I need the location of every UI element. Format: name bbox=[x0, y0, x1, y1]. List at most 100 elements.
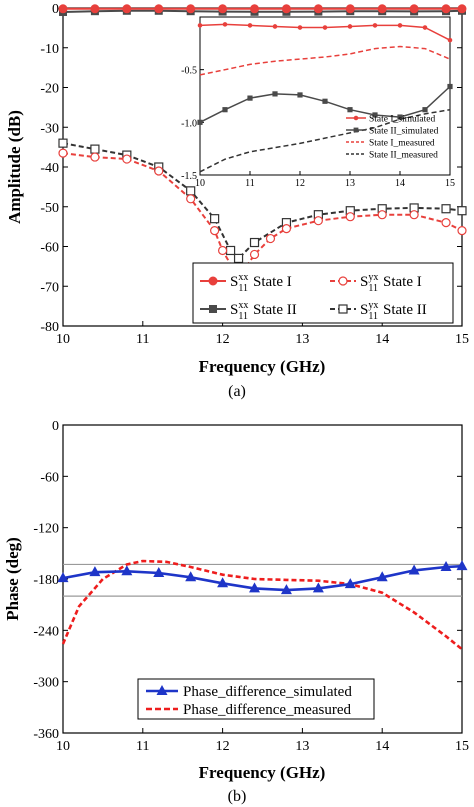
phase-series-0-point bbox=[344, 578, 356, 589]
phase-series-0-point bbox=[57, 572, 69, 583]
amplitude-legend-marker-0 bbox=[208, 276, 218, 286]
inset-x-tick-label: 15 bbox=[445, 178, 455, 189]
inset-y-tick-label: -1.5 bbox=[181, 171, 197, 182]
amplitude-legend-label-2: Sxx 11 State II bbox=[230, 300, 297, 322]
inset-series-0-point bbox=[297, 25, 303, 30]
phase-series-0-point bbox=[217, 577, 229, 588]
inset-series-1-point bbox=[422, 107, 428, 113]
phase-series-line-0 bbox=[62, 564, 463, 592]
amplitude-y-axis-label: Amplitude (dB) bbox=[5, 110, 24, 224]
amplitude-series-1-point bbox=[313, 216, 323, 226]
amplitude-series-1-point bbox=[441, 218, 451, 228]
amplitude-series-3-point bbox=[90, 144, 100, 154]
inset-series-1-point bbox=[347, 107, 353, 113]
phase-y-tick-label: -60 bbox=[40, 470, 59, 485]
amplitude-legend-label-1: Syx 11 State I bbox=[360, 272, 422, 294]
amplitude-series-1-point bbox=[377, 210, 387, 220]
caption-a: (a) bbox=[228, 383, 246, 400]
inset-legend-label-3: State II_measured bbox=[369, 151, 438, 161]
phase-legend-label-0: Phase_difference_simulated bbox=[183, 684, 352, 700]
phase-y-tick-label: 0 bbox=[52, 419, 59, 434]
inset-series-1-point bbox=[397, 114, 403, 120]
inset-series-1-point bbox=[297, 92, 303, 98]
amplitude-series-0-point bbox=[90, 4, 100, 14]
amplitude-legend-label-0: Sxx 11 State I bbox=[230, 272, 292, 294]
inset-x-tick-label: 14 bbox=[395, 178, 405, 189]
amplitude-series-1-point bbox=[345, 212, 355, 222]
phase-x-tick-label: 14 bbox=[375, 739, 389, 754]
inset-series-1-point bbox=[247, 95, 253, 101]
amplitude-series-1-point bbox=[186, 194, 196, 204]
inset-series-0-point bbox=[372, 23, 378, 28]
amplitude-series-3-point bbox=[457, 206, 467, 216]
inset-series-0-point bbox=[272, 24, 278, 29]
inset-series-1-point bbox=[447, 83, 453, 90]
amplitude-series-0-point bbox=[377, 4, 387, 14]
phase-series-0-point bbox=[440, 561, 452, 572]
amplitude-series-0-point bbox=[441, 4, 451, 14]
amplitude-y-tick-label: 0 bbox=[52, 2, 59, 17]
amplitude-x-tick-label: 10 bbox=[56, 332, 70, 347]
inset-series-line-2 bbox=[199, 45, 451, 76]
phase-series-0-point bbox=[249, 582, 261, 593]
amplitude-series-line-2 bbox=[63, 9, 462, 13]
amplitude-y-tick-label: -10 bbox=[40, 42, 59, 57]
amplitude-series-0-point bbox=[250, 4, 260, 14]
amplitude-series-1-point bbox=[281, 224, 292, 234]
caption-b: (b) bbox=[228, 788, 247, 805]
inset-series-0-point bbox=[397, 23, 403, 28]
inset-legend-label-0: State I_simulated bbox=[369, 115, 435, 125]
inset-x-tick-label: 10 bbox=[195, 178, 205, 189]
phase-y-tick-label: -120 bbox=[33, 522, 59, 537]
phase-series-0-point bbox=[185, 571, 197, 582]
phase-legend-box bbox=[137, 678, 375, 720]
amplitude-series-3-point bbox=[58, 138, 68, 148]
amplitude-series-line-1 bbox=[63, 152, 462, 281]
phase-series-0-point bbox=[121, 565, 133, 576]
amplitude-legend-marker-2 bbox=[209, 305, 217, 313]
amplitude-series-0-point bbox=[313, 4, 323, 14]
phase-legend-marker-0 bbox=[156, 685, 168, 695]
amplitude-x-tick-label: 11 bbox=[136, 332, 149, 347]
amplitude-y-tick-label: -40 bbox=[40, 161, 59, 176]
phase-series-0-point bbox=[376, 571, 388, 582]
amplitude-series-0-point bbox=[281, 4, 291, 14]
phase-y-axis-label: Phase (deg) bbox=[3, 537, 22, 621]
phase-series-0-point bbox=[153, 567, 165, 578]
amplitude-legend-marker-1 bbox=[338, 276, 348, 286]
amplitude-x-axis-label: Frequency (GHz) bbox=[199, 357, 326, 376]
inset-series-0-point bbox=[347, 24, 353, 29]
inset-series-1-point bbox=[322, 98, 328, 104]
inset-y-tick-label: -0.5 bbox=[181, 66, 197, 77]
amplitude-series-0-point bbox=[186, 4, 196, 14]
phase-series-0-point bbox=[312, 582, 324, 593]
amplitude-y-tick-label: -50 bbox=[40, 201, 59, 216]
inset-legend-label-2: State I_measured bbox=[369, 139, 435, 149]
amplitude-y-tick-label: -80 bbox=[40, 320, 59, 335]
inset-plot-frame bbox=[199, 16, 451, 176]
phase-series-0-point bbox=[456, 560, 468, 571]
phase-x-tick-label: 15 bbox=[455, 739, 469, 754]
inset-series-0-point bbox=[247, 23, 253, 28]
phase-x-axis-label: Frequency (GHz) bbox=[199, 763, 326, 782]
amplitude-series-3-point bbox=[441, 204, 451, 214]
inset-series-1-point bbox=[222, 107, 228, 113]
amplitude-series-0-point bbox=[345, 4, 355, 14]
phase-y-tick-label: -360 bbox=[33, 727, 59, 742]
phase-chart: 0 -60 -120 -180 -240 -300 -360 10 11 12 13 14 15 Ph… bbox=[3, 419, 469, 805]
inset-x-tick-label: 12 bbox=[295, 178, 305, 189]
inset-series-0-point bbox=[197, 23, 203, 28]
amplitude-legend-box bbox=[192, 262, 454, 324]
amplitude-series-3-point bbox=[186, 186, 196, 196]
phase-x-tick-label: 12 bbox=[216, 739, 230, 754]
amplitude-y-tick-label: -60 bbox=[40, 241, 59, 256]
amplitude-x-tick-label: 14 bbox=[375, 332, 389, 347]
phase-series-0-point bbox=[280, 584, 292, 595]
amplitude-series-1-point bbox=[265, 233, 276, 244]
amplitude-series-3-point bbox=[225, 245, 236, 256]
amplitude-series-1-point bbox=[218, 245, 228, 256]
phase-x-tick-label: 13 bbox=[295, 739, 309, 754]
amplitude-y-tick-label: -70 bbox=[40, 280, 59, 295]
amplitude-x-tick-label: 15 bbox=[455, 332, 469, 347]
